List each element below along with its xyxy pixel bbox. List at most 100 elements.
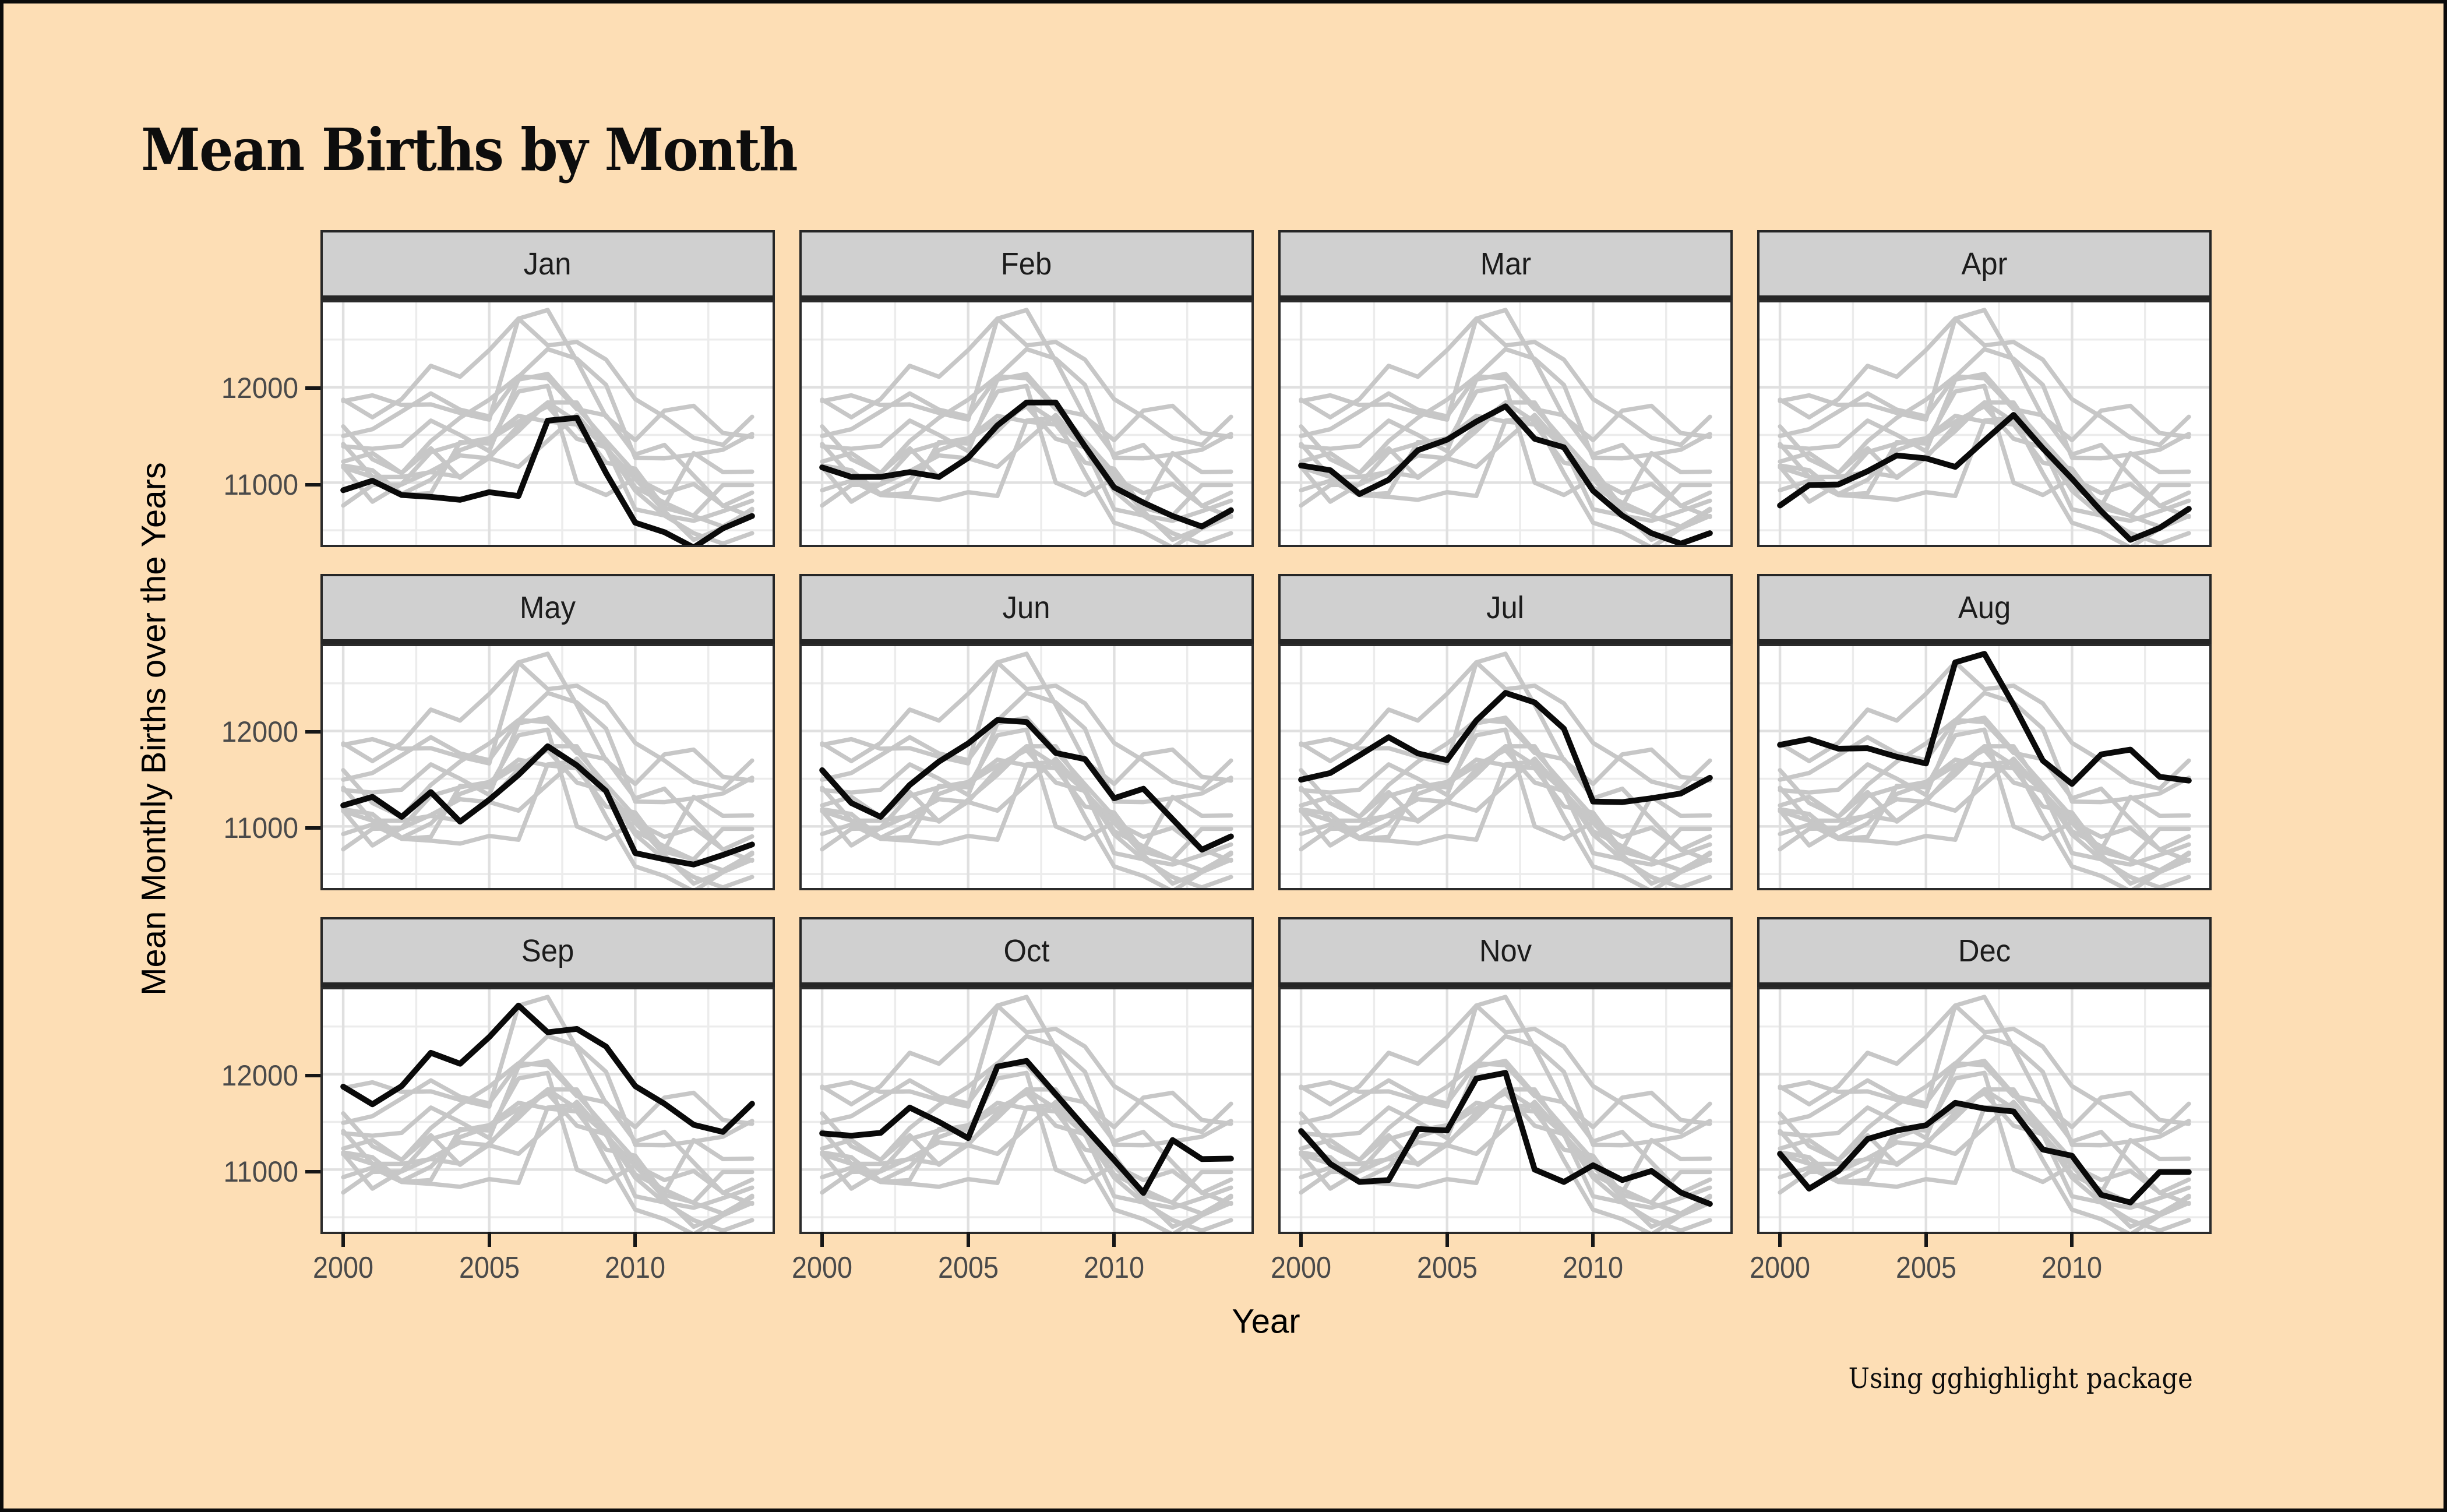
facet-strip-label: Jul bbox=[1486, 590, 1525, 625]
series-line-jun-muted bbox=[1299, 1061, 1712, 1196]
series-line-apr-muted bbox=[1299, 756, 1712, 886]
series-line-nov-highlight bbox=[1298, 1070, 1713, 1207]
x-axis-tick bbox=[633, 1232, 637, 1247]
series-line-oct-muted bbox=[341, 372, 754, 509]
series-line-aug-muted bbox=[820, 308, 1233, 443]
facet-strip-label: Aug bbox=[1958, 590, 2011, 625]
facet-strip-oct: Oct bbox=[799, 917, 1254, 988]
facet-plot-svg bbox=[1760, 989, 2209, 1232]
series-line-nov-muted bbox=[1778, 727, 2191, 863]
series-line-jun-muted bbox=[1299, 374, 1712, 509]
facet-plot-svg bbox=[323, 302, 773, 545]
series-line-sep-muted bbox=[820, 660, 1233, 791]
series-line-aug-muted bbox=[1778, 995, 2191, 1130]
y-axis-tick bbox=[305, 729, 320, 734]
series-line-sep-muted bbox=[341, 660, 754, 791]
series-line-aug-muted bbox=[341, 651, 754, 786]
series-line-apr-muted bbox=[341, 756, 754, 886]
series-line-sep-muted bbox=[1778, 660, 2191, 791]
chart-title: Mean Births by Month bbox=[141, 115, 798, 184]
facet-plot-svg bbox=[802, 989, 1251, 1232]
series-line-nov-muted bbox=[820, 1070, 1233, 1207]
facet-strip-label: Jun bbox=[1003, 590, 1050, 625]
y-axis-tick bbox=[305, 1169, 320, 1173]
y-axis-tick bbox=[305, 482, 320, 487]
x-axis-tick-label: 2000 bbox=[1271, 1251, 1332, 1285]
series-line-jun-muted bbox=[1299, 717, 1712, 852]
facet-strip-label: Nov bbox=[1479, 933, 1532, 969]
series-line-oct-muted bbox=[341, 1059, 754, 1196]
facet-jun: Jun bbox=[799, 573, 1254, 891]
chart-caption: Using gghighlight package bbox=[1849, 1362, 2193, 1395]
facet-nov: Nov 2000 2005 2010 bbox=[1271, 917, 1733, 1283]
series-line-oct-muted bbox=[820, 715, 1233, 852]
series-line-dec-muted bbox=[1778, 757, 2191, 862]
facet-panel-nov: 2000 2005 2010 bbox=[1271, 987, 1733, 1283]
x-axis-tick bbox=[1924, 1232, 1928, 1247]
series-line-oct-muted bbox=[1299, 372, 1712, 509]
x-axis-tick-label: 2005 bbox=[459, 1251, 520, 1285]
series-line-dec-muted bbox=[820, 757, 1233, 862]
series-line-sep-muted bbox=[1778, 1003, 2191, 1134]
y-axis-tick bbox=[305, 1073, 320, 1077]
x-axis-tick bbox=[487, 1232, 491, 1247]
series-line-dec-muted bbox=[341, 1101, 754, 1205]
series-line-nov-muted bbox=[1299, 727, 1712, 863]
series-line-dec-muted bbox=[1299, 1101, 1712, 1205]
series-line-aug-muted bbox=[341, 995, 754, 1130]
facet-panel-dec: 2000 2005 2010 bbox=[1750, 987, 2212, 1283]
series-line-oct-muted bbox=[1778, 1059, 2191, 1196]
facet-strip-label: Jan bbox=[524, 246, 572, 281]
facet-grid: Jan 12000 11000 Feb Mar Apr May 12000 11000 Jun Ju… bbox=[221, 230, 2212, 1283]
facet-plot-svg bbox=[1281, 302, 1730, 545]
series-line-dec-muted bbox=[1778, 414, 2191, 518]
y-axis-tick-label: 11000 bbox=[223, 812, 298, 845]
facet-strip-label: May bbox=[520, 590, 576, 625]
facet-strip-label: Oct bbox=[1003, 933, 1050, 969]
series-line-may-highlight bbox=[340, 743, 755, 868]
facet-aug: Aug bbox=[1757, 573, 2212, 891]
series-line-apr-muted bbox=[341, 1099, 754, 1229]
series-line-sep-muted bbox=[1299, 660, 1712, 791]
x-axis-tick bbox=[2070, 1232, 2074, 1247]
x-axis-tick-label: 2010 bbox=[605, 1251, 666, 1285]
facet-panel-mar bbox=[1278, 300, 1733, 547]
facet-panel-oct: 2000 2005 2010 bbox=[792, 987, 1254, 1283]
y-axis-tick-label: 11000 bbox=[223, 1155, 298, 1188]
facet-strip-apr: Apr bbox=[1757, 230, 2212, 300]
facet-panel-jul bbox=[1278, 643, 1733, 891]
x-axis-title: Year bbox=[1232, 1302, 1300, 1341]
series-line-jun-highlight bbox=[819, 717, 1234, 853]
series-line-nov-muted bbox=[341, 1070, 754, 1207]
x-axis-tick-label: 2000 bbox=[792, 1251, 853, 1285]
facet-strip-jan: Jan bbox=[320, 230, 775, 300]
series-line-oct-muted bbox=[1778, 372, 2191, 509]
series-line-apr-muted bbox=[341, 413, 754, 542]
series-line-oct-muted bbox=[341, 715, 754, 852]
facet-may: May 12000 11000 bbox=[221, 573, 775, 891]
facet-strip-dec: Dec bbox=[1757, 917, 2212, 988]
series-line-sep-muted bbox=[820, 316, 1233, 447]
series-line-dec-muted bbox=[341, 414, 754, 518]
facet-feb: Feb bbox=[799, 230, 1254, 547]
facet-plot-svg bbox=[802, 646, 1251, 889]
facet-strip-feb: Feb bbox=[799, 230, 1254, 300]
facet-panel-sep: 12000 11000 2000 2005 2010 bbox=[221, 987, 775, 1283]
y-axis-tick bbox=[305, 386, 320, 390]
x-axis-tick bbox=[1445, 1232, 1449, 1247]
facet-strip-aug: Aug bbox=[1757, 573, 2212, 644]
x-axis-tick-label: 2000 bbox=[313, 1251, 374, 1285]
series-line-nov-muted bbox=[1299, 383, 1712, 519]
series-line-nov-muted bbox=[1778, 1070, 2191, 1207]
series-line-aug-muted bbox=[1778, 308, 2191, 443]
x-axis-tick bbox=[966, 1232, 970, 1247]
series-line-dec-muted bbox=[341, 757, 754, 862]
series-line-nov-muted bbox=[820, 383, 1233, 519]
facet-panel-jun bbox=[799, 643, 1254, 891]
series-line-apr-muted bbox=[820, 1099, 1233, 1229]
series-line-aug-highlight bbox=[1777, 650, 2192, 787]
series-line-oct-muted bbox=[1299, 715, 1712, 852]
x-axis-tick-label: 2005 bbox=[937, 1251, 999, 1285]
facet-dec: Dec 2000 2005 2010 bbox=[1750, 917, 2212, 1283]
